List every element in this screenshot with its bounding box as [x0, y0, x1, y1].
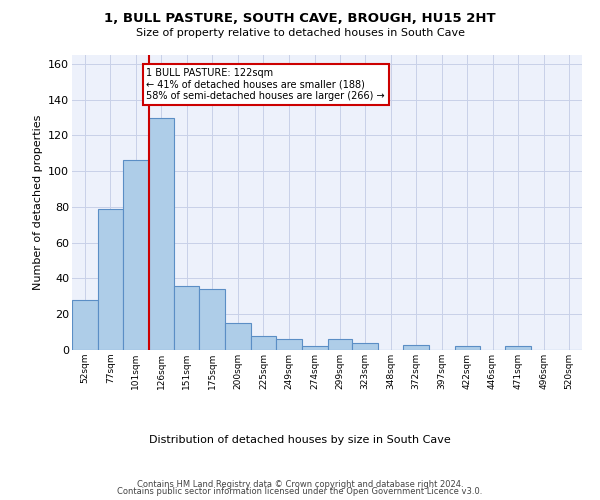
Bar	[403, 344, 429, 350]
Text: 1, BULL PASTURE, SOUTH CAVE, BROUGH, HU15 2HT: 1, BULL PASTURE, SOUTH CAVE, BROUGH, HU1…	[104, 12, 496, 26]
Bar	[251, 336, 276, 350]
Bar	[328, 340, 352, 350]
Y-axis label: Number of detached properties: Number of detached properties	[32, 115, 43, 290]
Bar	[122, 160, 149, 350]
Bar	[199, 289, 225, 350]
Text: Contains HM Land Registry data © Crown copyright and database right 2024.: Contains HM Land Registry data © Crown c…	[137, 480, 463, 489]
Bar	[175, 286, 199, 350]
Bar	[455, 346, 479, 350]
Bar	[276, 340, 302, 350]
Text: 1 BULL PASTURE: 122sqm
← 41% of detached houses are smaller (188)
58% of semi-de: 1 BULL PASTURE: 122sqm ← 41% of detached…	[146, 68, 385, 100]
Bar	[98, 209, 122, 350]
Bar	[302, 346, 328, 350]
Bar	[72, 300, 98, 350]
Bar	[352, 343, 378, 350]
Bar	[225, 323, 251, 350]
Text: Size of property relative to detached houses in South Cave: Size of property relative to detached ho…	[136, 28, 464, 38]
Text: Distribution of detached houses by size in South Cave: Distribution of detached houses by size …	[149, 435, 451, 445]
Text: Contains public sector information licensed under the Open Government Licence v3: Contains public sector information licen…	[118, 488, 482, 496]
Bar	[505, 346, 532, 350]
Bar	[149, 118, 175, 350]
